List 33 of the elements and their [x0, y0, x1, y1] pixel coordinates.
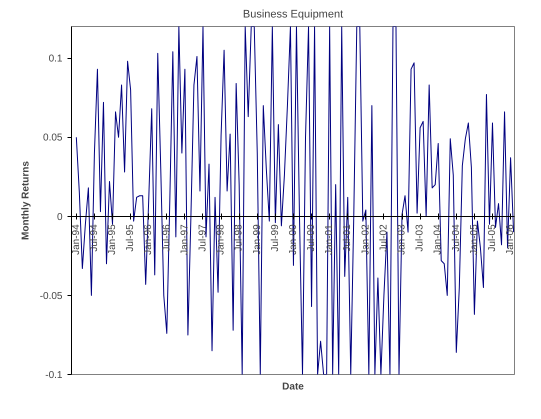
- x-tick-label: Jul-94: [88, 224, 100, 252]
- y-tick-label: 0: [56, 212, 63, 223]
- chart-title: Business Equipment: [242, 8, 344, 20]
- x-tick-label: Jul-04: [450, 224, 462, 252]
- x-tick-label: Jul-02: [378, 224, 390, 252]
- x-tick-label: Jan-03: [396, 224, 408, 255]
- x-tick-label: Jan-02: [360, 224, 372, 255]
- x-tick-label: Jul-03: [414, 224, 426, 252]
- x-tick-label: Jan-05: [468, 224, 480, 255]
- y-tick-label: -0.1: [45, 370, 63, 381]
- x-tick-label: Jan-95: [107, 224, 118, 255]
- x-axis-title: Date: [282, 382, 304, 392]
- x-tick-label: Jul-95: [125, 224, 136, 252]
- x-tick-label: Jan-96: [143, 224, 154, 255]
- x-tick-label: Jul-00: [306, 224, 318, 252]
- x-tick-label: Jan-00: [288, 224, 299, 255]
- x-tick-label: Jan-99: [252, 224, 263, 255]
- y-tick-label: 0.05: [43, 132, 63, 144]
- x-tick-label: Jul-96: [161, 224, 172, 252]
- y-axis-title: Monthly Returns: [20, 160, 32, 240]
- y-tick-label: -0.05: [40, 290, 63, 302]
- x-tick-label: Jan-94: [70, 224, 82, 255]
- x-tick-label: Jul-99: [270, 224, 281, 252]
- x-tick-label: Jul-97: [197, 224, 208, 252]
- x-tick-label: Jul-05: [486, 224, 498, 252]
- x-tick-label: Jan-06: [505, 224, 516, 255]
- x-tick-label: Jul-98: [234, 224, 245, 252]
- x-tick-label: Jul-01: [342, 224, 354, 252]
- x-tick-label: Jan-98: [216, 224, 227, 255]
- x-tick-label: Jan-01: [324, 224, 336, 255]
- x-tick-label: Jan-04: [432, 224, 444, 255]
- y-tick-label: 0.1: [48, 54, 63, 65]
- x-tick-label: Jan-97: [179, 224, 190, 255]
